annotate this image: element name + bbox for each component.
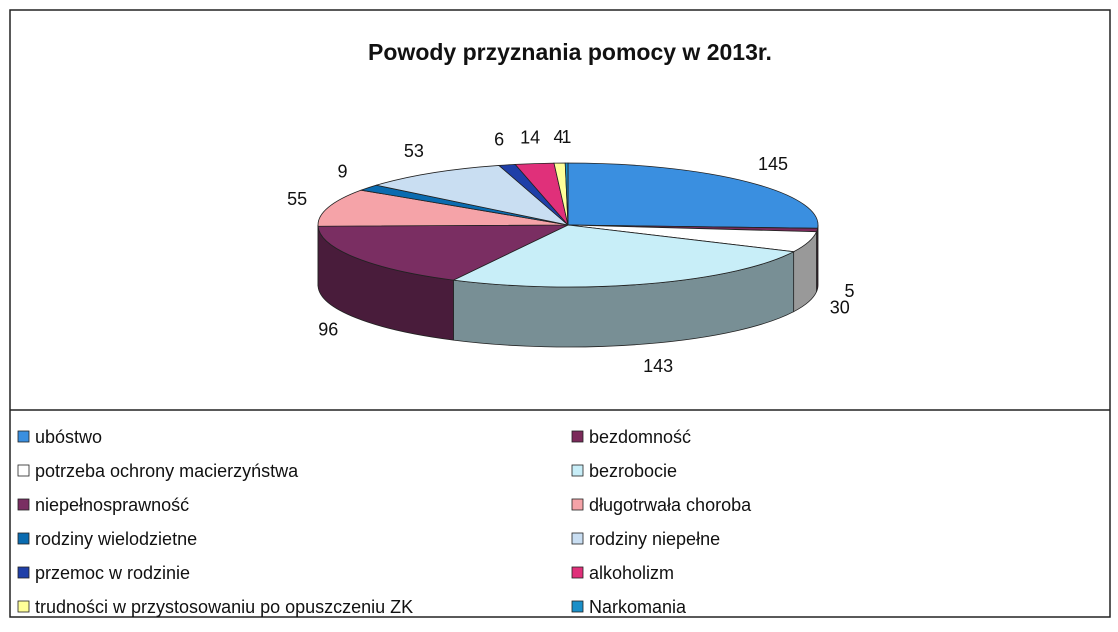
legend-label: przemoc w rodzinie [35, 563, 190, 583]
legend-swatch [572, 499, 583, 510]
legend-swatch [18, 601, 29, 612]
data-label: 14 [520, 128, 540, 148]
legend-swatch [18, 465, 29, 476]
legend-swatch [572, 431, 583, 442]
legend-label: alkoholizm [589, 563, 674, 583]
data-label: 6 [494, 130, 504, 150]
legend-swatch [18, 431, 29, 442]
legend-label: potrzeba ochrony macierzyństwa [35, 461, 299, 481]
legend-label: niepełnosprawność [35, 495, 189, 515]
data-label: 53 [404, 141, 424, 161]
legend-swatch [572, 533, 583, 544]
legend-label: długotrwała choroba [589, 495, 752, 515]
legend-swatch [572, 465, 583, 476]
data-label: 55 [287, 189, 307, 209]
data-label: 30 [830, 298, 850, 318]
chart-title: Powody przyznania pomocy w 2013r. [368, 39, 772, 65]
legend-swatch [18, 567, 29, 578]
data-label: 143 [643, 356, 673, 376]
data-label: 96 [318, 320, 338, 340]
legend-swatch [18, 499, 29, 510]
legend-label: rodziny niepełne [589, 529, 720, 549]
data-label: 145 [758, 154, 788, 174]
legend-label: rodziny wielodzietne [35, 529, 197, 549]
legend-swatch [572, 601, 583, 612]
legend-label: bezrobocie [589, 461, 677, 481]
legend-swatch [572, 567, 583, 578]
data-label: 1 [561, 127, 571, 147]
legend-label: trudności w przystosowaniu po opuszczeni… [35, 597, 413, 617]
legend-label: bezdomność [589, 427, 691, 447]
legend-swatch [18, 533, 29, 544]
legend-label: Narkomania [589, 597, 687, 617]
legend-label: ubóstwo [35, 427, 102, 447]
data-label: 9 [338, 161, 348, 181]
